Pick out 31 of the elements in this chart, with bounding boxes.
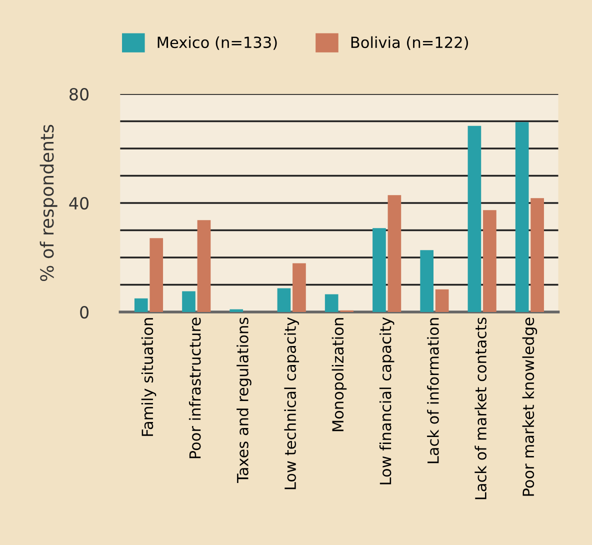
bar bbox=[420, 250, 434, 312]
x-tick-label: Poor infrastructure bbox=[188, 318, 201, 458]
y-tick-label: 40 bbox=[69, 196, 89, 210]
bar bbox=[277, 288, 291, 312]
bar bbox=[515, 122, 529, 312]
bar bbox=[134, 298, 148, 312]
y-axis-title: % of respondents bbox=[40, 124, 58, 282]
x-tick-label: Low financial capacity bbox=[379, 317, 394, 484]
bar bbox=[197, 220, 211, 312]
y-tick-label: 0 bbox=[80, 306, 89, 319]
y-tick-label: 80 bbox=[70, 88, 89, 101]
x-tick-label: Lack of market contacts bbox=[474, 318, 486, 500]
bar bbox=[324, 294, 338, 312]
bar bbox=[182, 291, 196, 312]
x-tick-label: Monopolization bbox=[332, 318, 347, 432]
bar bbox=[372, 228, 386, 312]
bar bbox=[530, 198, 544, 312]
legend-label: Mexico (n=133) bbox=[158, 36, 277, 50]
legend-label: Bolivia (n=122) bbox=[351, 36, 468, 50]
x-tick-label: Family situation bbox=[141, 318, 156, 436]
x-tick-label: Poor market knowledge bbox=[522, 318, 538, 496]
bar bbox=[230, 309, 244, 312]
bar bbox=[468, 126, 482, 312]
x-tick-label: Low technical capacity bbox=[284, 317, 299, 490]
bar bbox=[150, 238, 164, 312]
bar bbox=[388, 195, 402, 312]
x-tick-label: Taxes and regulations bbox=[236, 318, 252, 484]
bar bbox=[435, 289, 449, 312]
bar bbox=[483, 210, 496, 312]
bar bbox=[292, 263, 306, 312]
x-tick-label: Lack of information bbox=[427, 318, 439, 464]
